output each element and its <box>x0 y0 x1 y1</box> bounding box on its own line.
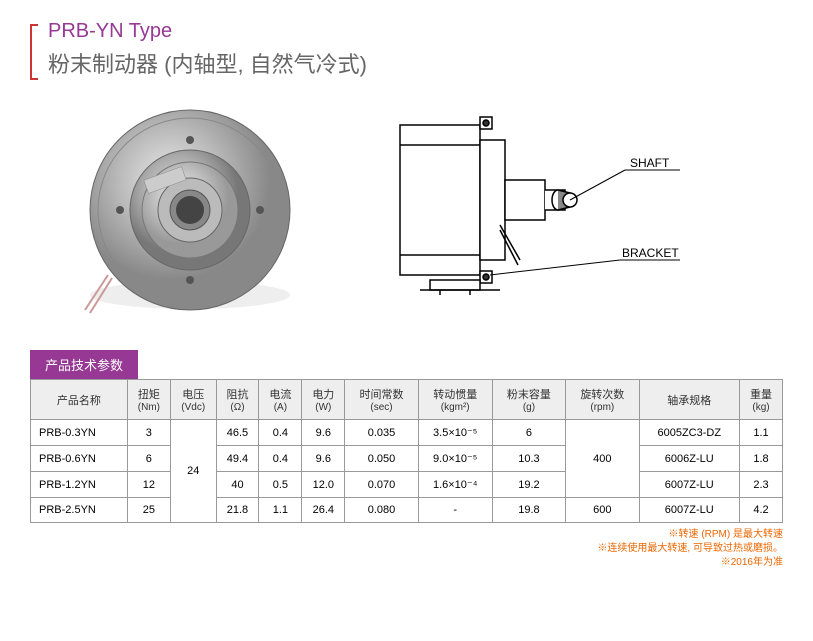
cell-voltage: 24 <box>170 420 216 523</box>
cell-rpm: 400 <box>566 420 639 498</box>
col-sec: 时间常数(sec) <box>345 380 418 420</box>
table-row: PRB-2.5YN25 21.81.126.40.080-19.86006007Z… <box>31 498 783 523</box>
cell-watt: 9.6 <box>302 420 345 446</box>
title-bracket <box>30 24 38 80</box>
cell-amp: 0.4 <box>259 420 302 446</box>
cell-inertia: 3.5×10⁻⁵ <box>418 420 492 446</box>
cell-ohm: 46.5 <box>216 420 259 446</box>
cell-name: PRB-2.5YN <box>31 498 128 523</box>
cell-powder: 10.3 <box>492 446 565 472</box>
footnote-line: ※2016年为准 <box>30 556 783 570</box>
table-header-row: 产品名称 扭矩(Nm) 电压(Vdc) 阻抗(Ω) 电流(A) 电力(W) 时间… <box>31 380 783 420</box>
cell-name: PRB-0.3YN <box>31 420 128 446</box>
cell-bearing: 6007Z-LU <box>639 472 740 498</box>
cell-sec: 0.070 <box>345 472 418 498</box>
col-watt: 电力(W) <box>302 380 345 420</box>
cell-watt: 9.6 <box>302 446 345 472</box>
cell-weight: 1.8 <box>740 446 783 472</box>
diagram-bracket-label: BRACKET <box>622 246 679 260</box>
cell-watt: 12.0 <box>302 472 345 498</box>
footnote-line: ※转速 (RPM) 是最大转速 <box>30 528 783 542</box>
col-ohm: 阻抗(Ω) <box>216 380 259 420</box>
cell-weight: 4.2 <box>740 498 783 523</box>
cell-name: PRB-1.2YN <box>31 472 128 498</box>
col-weight: 重量(kg) <box>740 380 783 420</box>
cell-powder: 6 <box>492 420 565 446</box>
col-name: 产品名称 <box>31 380 128 420</box>
table-row: PRB-0.3YN32446.50.49.60.0353.5×10⁻⁵64006… <box>31 420 783 446</box>
images-row: SHAFT BRACKET <box>30 95 783 325</box>
cell-torque: 6 <box>127 446 170 472</box>
col-torque: 扭矩(Nm) <box>127 380 170 420</box>
cell-rpm: 600 <box>566 498 639 523</box>
cell-powder: 19.8 <box>492 498 565 523</box>
cell-ohm: 40 <box>216 472 259 498</box>
table-row: PRB-1.2YN12 400.512.00.0701.6×10⁻⁴19.2 600… <box>31 472 783 498</box>
cell-sec: 0.035 <box>345 420 418 446</box>
cell-amp: 0.5 <box>259 472 302 498</box>
col-rpm: 旋转次数(rpm) <box>566 380 639 420</box>
footnotes: ※转速 (RPM) 是最大转速 ※连续使用最大转速, 可导致过热或磨损。 ※20… <box>30 528 783 570</box>
product-type-label: PRB-YN Type <box>48 20 367 43</box>
product-title-cn: 粉末制动器 (内轴型, 自然气冷式) <box>48 47 367 79</box>
cell-sec: 0.050 <box>345 446 418 472</box>
cell-sec: 0.080 <box>345 498 418 523</box>
col-amp: 电流(A) <box>259 380 302 420</box>
cell-torque: 3 <box>127 420 170 446</box>
col-voltage: 电压(Vdc) <box>170 380 216 420</box>
cell-torque: 25 <box>127 498 170 523</box>
cell-watt: 26.4 <box>302 498 345 523</box>
table-row: PRB-0.6YN6 49.40.49.60.0509.0×10⁻⁵10.3 600… <box>31 446 783 472</box>
technical-diagram: SHAFT BRACKET <box>370 95 690 325</box>
page-header: PRB-YN Type 粉末制动器 (内轴型, 自然气冷式) <box>30 20 783 80</box>
cell-weight: 2.3 <box>740 472 783 498</box>
cell-weight: 1.1 <box>740 420 783 446</box>
cell-inertia: 9.0×10⁻⁵ <box>418 446 492 472</box>
cell-bearing: 6005ZC3-DZ <box>639 420 740 446</box>
spec-section-label: 产品技术参数 <box>30 350 138 379</box>
product-photo <box>50 95 330 325</box>
cell-bearing: 6006Z-LU <box>639 446 740 472</box>
col-bearing: 轴承规格 <box>639 380 740 420</box>
diagram-shaft-label: SHAFT <box>630 156 670 170</box>
cell-amp: 1.1 <box>259 498 302 523</box>
col-inertia: 转动惯量(kgm²) <box>418 380 492 420</box>
cell-torque: 12 <box>127 472 170 498</box>
spec-table: 产品名称 扭矩(Nm) 电压(Vdc) 阻抗(Ω) 电流(A) 电力(W) 时间… <box>30 379 783 523</box>
cell-powder: 19.2 <box>492 472 565 498</box>
cell-inertia: 1.6×10⁻⁴ <box>418 472 492 498</box>
footnote-line: ※连续使用最大转速, 可导致过热或磨损。 <box>30 542 783 556</box>
cell-amp: 0.4 <box>259 446 302 472</box>
cell-ohm: 49.4 <box>216 446 259 472</box>
cell-inertia: - <box>418 498 492 523</box>
cell-name: PRB-0.6YN <box>31 446 128 472</box>
cell-ohm: 21.8 <box>216 498 259 523</box>
col-powder: 粉末容量(g) <box>492 380 565 420</box>
cell-bearing: 6007Z-LU <box>639 498 740 523</box>
